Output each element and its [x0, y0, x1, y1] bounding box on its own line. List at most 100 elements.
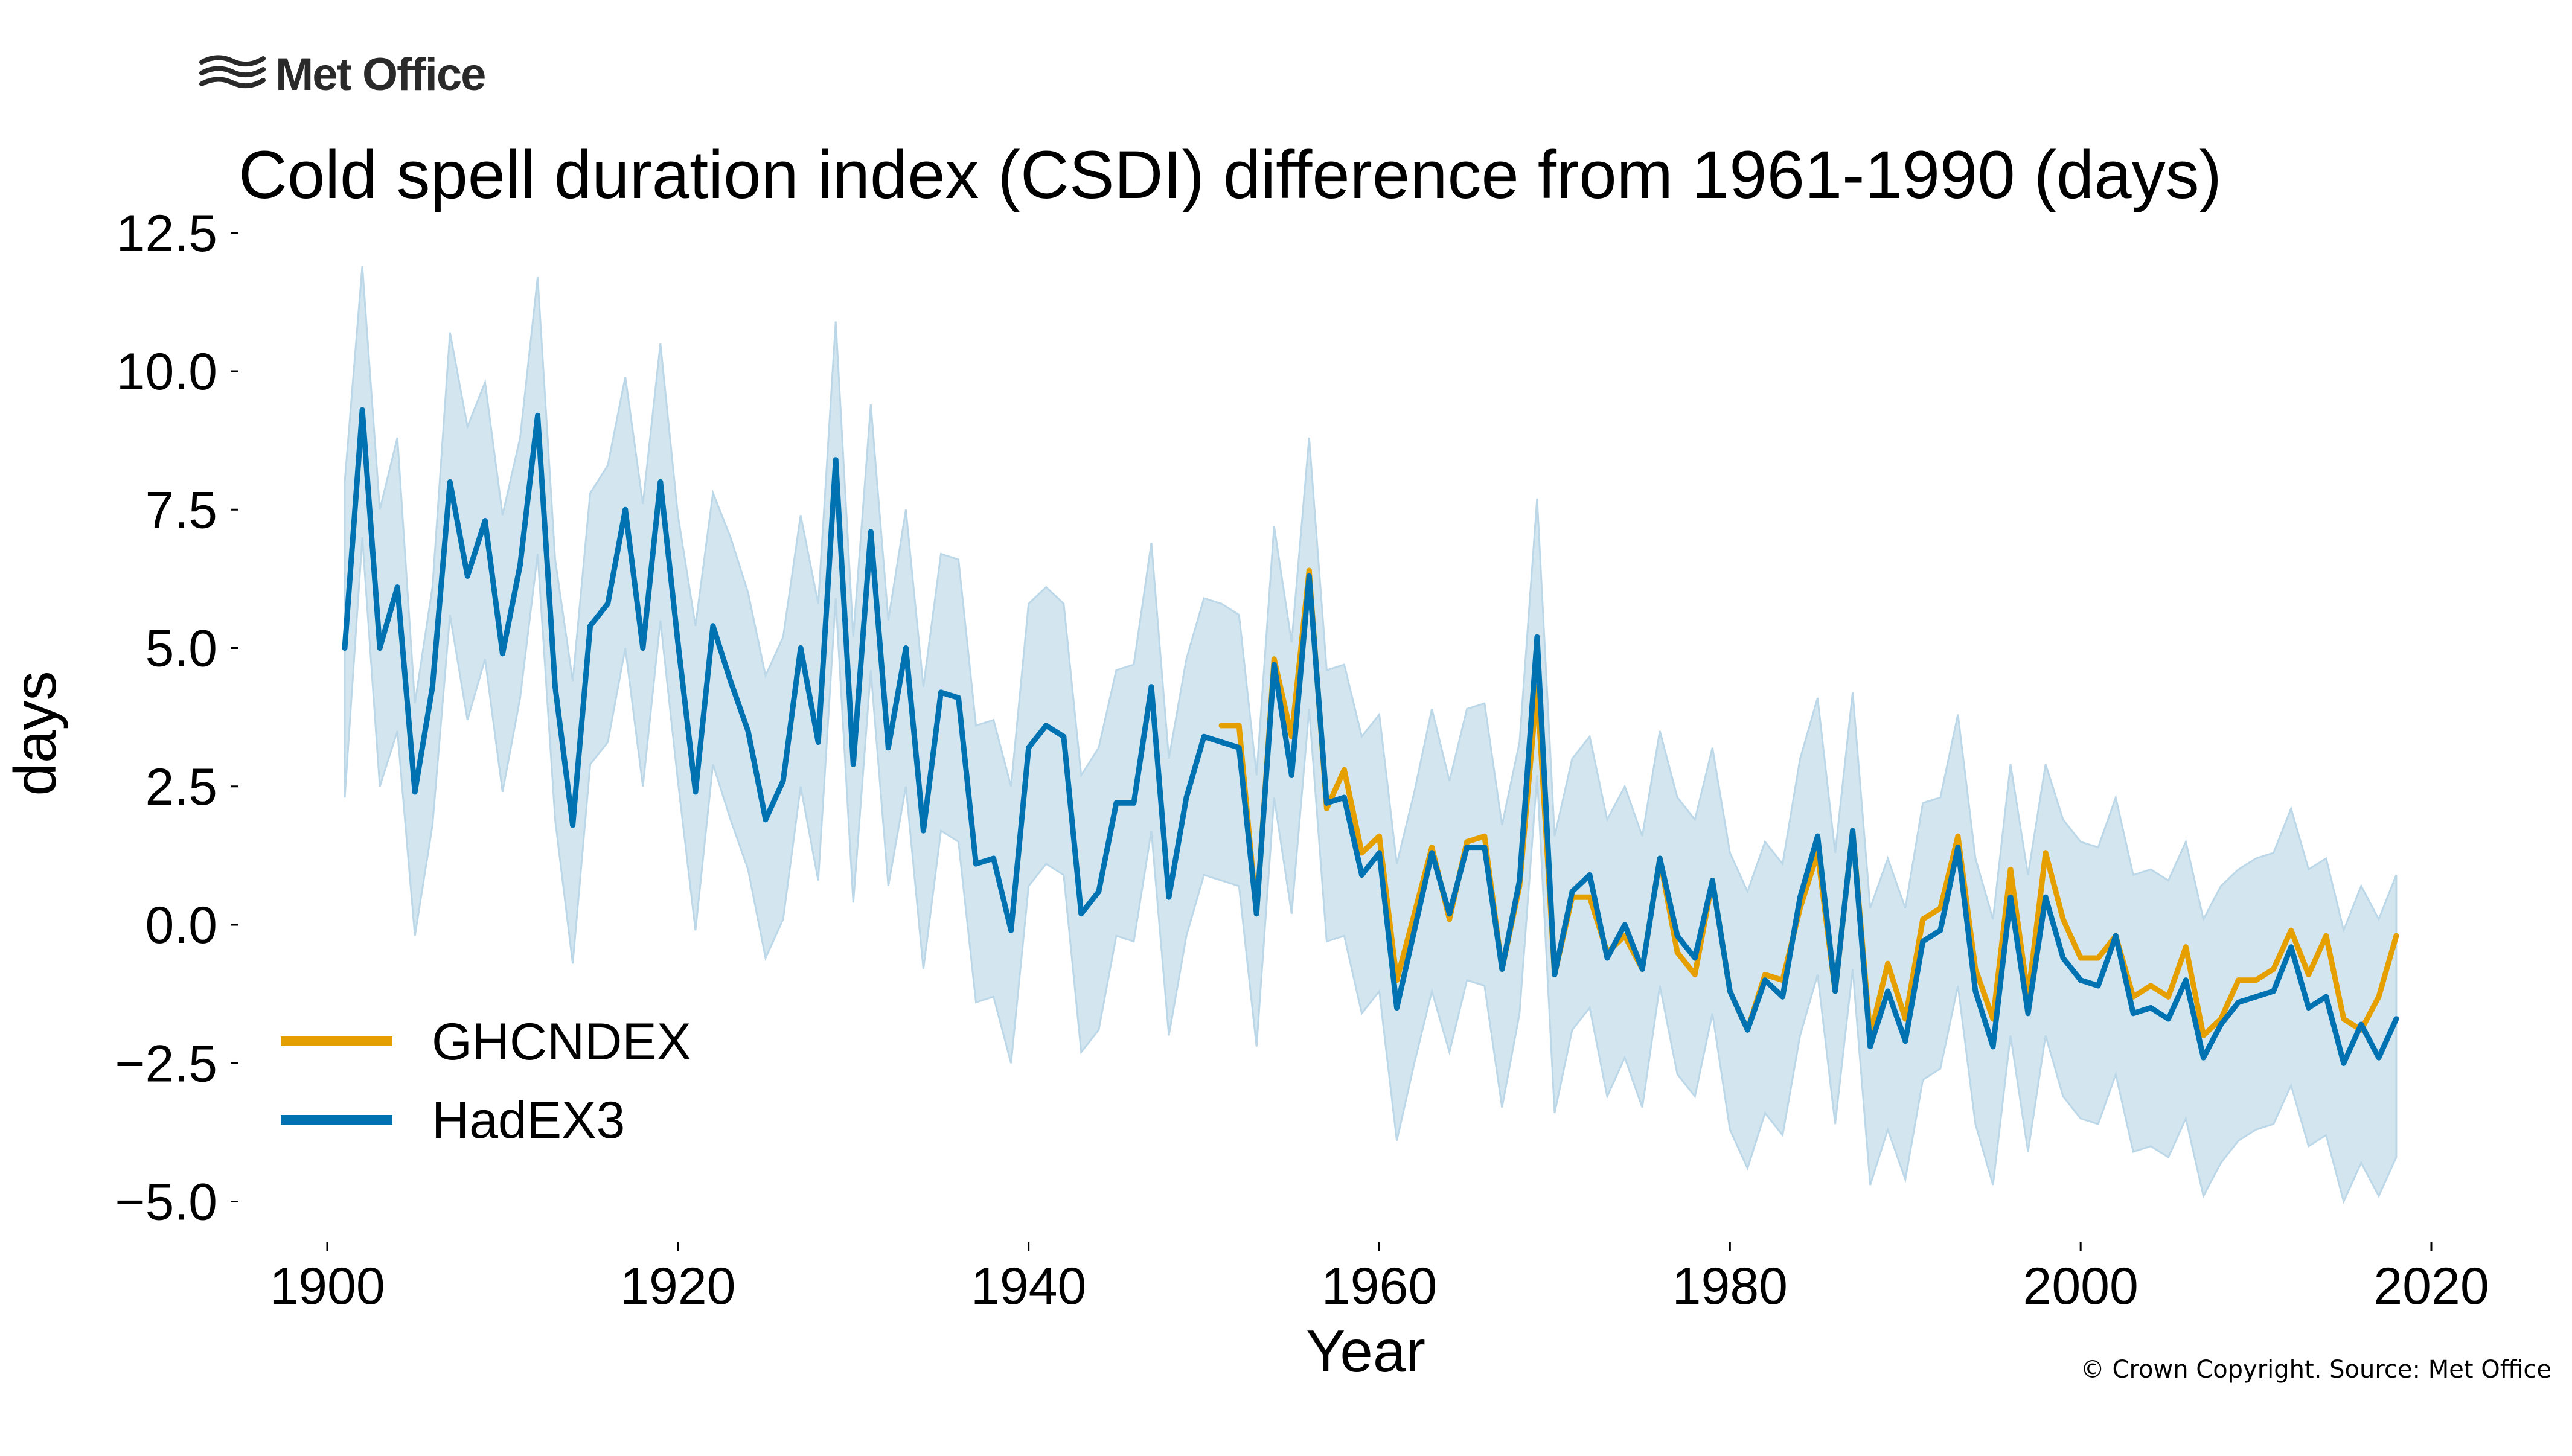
data-point-hadex3: [2078, 977, 2084, 983]
data-point-hadex3: [1639, 966, 1645, 972]
data-point-hadex3: [1359, 872, 1364, 878]
data-point-ghcndex: [2183, 944, 2189, 950]
data-point-hadex3: [1867, 1044, 1873, 1050]
data-point-hadex3: [1394, 1005, 1400, 1011]
data-point-hadex3: [2113, 933, 2119, 939]
data-point-hadex3: [2218, 1021, 2224, 1027]
data-point-hadex3: [1552, 972, 1558, 977]
data-point-ghcndex: [1762, 972, 1768, 977]
data-point-hadex3: [394, 584, 400, 590]
data-point-hadex3: [850, 761, 856, 767]
data-point-hadex3: [2183, 977, 2189, 983]
data-point-hadex3: [605, 601, 611, 607]
data-point-hadex3: [1499, 966, 1505, 972]
data-point-hadex3: [429, 684, 435, 690]
data-point-ghcndex: [2148, 983, 2154, 989]
data-point-hadex3: [2025, 1011, 2031, 1017]
data-point-hadex3: [1288, 772, 1294, 778]
data-point-ghcndex: [2393, 933, 2399, 939]
data-point-hadex3: [1096, 889, 1102, 895]
data-point-ghcndex: [2078, 955, 2084, 961]
data-point-ghcndex: [1937, 905, 1943, 911]
data-point-ghcndex: [2253, 977, 2259, 983]
data-point-hadex3: [1008, 927, 1014, 933]
y-tick-label: 5.0: [145, 620, 217, 678]
x-axis: 1900 1920 1940 1960 1980 2000 2020: [269, 1242, 2489, 1315]
data-point-hadex3: [1832, 988, 1838, 994]
data-point-ghcndex: [2165, 994, 2171, 1000]
data-point-hadex3: [464, 573, 470, 579]
legend-label-hadex3: HadEX3: [432, 1091, 625, 1149]
legend: GHCNDEX HadEX3: [281, 1013, 691, 1149]
data-point-hadex3: [1078, 911, 1084, 917]
data-point-hadex3: [2236, 999, 2241, 1005]
y-tick-label: 0.0: [145, 896, 217, 954]
data-point-hadex3: [2201, 1055, 2206, 1061]
data-point-hadex3: [1657, 855, 1663, 861]
data-point-ghcndex: [1674, 950, 1680, 956]
data-point-hadex3: [1815, 833, 1820, 839]
data-point-hadex3: [1323, 800, 1329, 806]
data-point-hadex3: [693, 789, 699, 795]
data-point-hadex3: [2130, 1011, 2136, 1017]
data-point-hadex3: [1692, 955, 1698, 961]
y-axis: 12.5 10.0 7.5 5.0 2.5 0.0 −2.5 −5.0: [115, 205, 238, 1231]
data-point-hadex3: [2060, 955, 2066, 961]
met-office-logo: Met Office: [199, 48, 486, 101]
data-point-hadex3: [1113, 800, 1119, 806]
x-axis-label: Year: [1306, 1318, 1425, 1384]
data-point-ghcndex: [2007, 866, 2014, 872]
data-point-hadex3: [2253, 994, 2259, 1000]
data-point-hadex3: [1306, 573, 1312, 579]
x-tick-label: 1960: [1322, 1257, 1437, 1315]
data-point-hadex3: [2095, 983, 2101, 989]
data-point-ghcndex: [2236, 977, 2241, 983]
data-point-hadex3: [2306, 1005, 2312, 1011]
series-line-ghcndex: [1218, 567, 2399, 1038]
data-point-hadex3: [728, 679, 734, 684]
series-line-hadex3: [342, 407, 2399, 1066]
data-point-hadex3: [833, 457, 839, 463]
data-point-hadex3: [1201, 733, 1207, 739]
data-point-hadex3: [587, 623, 593, 629]
data-point-hadex3: [1885, 988, 1891, 994]
data-point-hadex3: [657, 479, 664, 485]
plot-area: [342, 266, 2399, 1204]
data-point-hadex3: [2341, 1060, 2347, 1066]
data-point-hadex3: [780, 778, 786, 784]
met-office-waves-icon: [199, 55, 266, 88]
data-point-hadex3: [1412, 927, 1418, 933]
series-hadex3: [342, 407, 2399, 1066]
met-office-wordmark: Met Office: [275, 49, 486, 100]
data-point-ghcndex: [1377, 833, 1382, 839]
x-tick-label: 2020: [2373, 1257, 2489, 1315]
data-point-hadex3: [1622, 922, 1628, 928]
data-point-hadex3: [710, 623, 716, 629]
data-point-ghcndex: [2288, 927, 2294, 933]
data-point-hadex3: [1236, 745, 1242, 751]
data-point-ghcndex: [2323, 933, 2329, 939]
data-point-hadex3: [1341, 794, 1347, 800]
data-point-hadex3: [412, 789, 418, 795]
data-point-hadex3: [1464, 845, 1470, 851]
data-point-hadex3: [1587, 872, 1593, 878]
data-point-ghcndex: [1271, 656, 1277, 662]
data-point-ghcndex: [1236, 723, 1242, 729]
data-point-ghcndex: [2060, 916, 2066, 922]
data-point-hadex3: [1569, 889, 1575, 895]
data-point-hadex3: [798, 645, 804, 651]
x-tick-label: 1940: [971, 1257, 1086, 1315]
data-point-hadex3: [499, 651, 505, 657]
data-point-hadex3: [570, 822, 576, 828]
data-point-hadex3: [2288, 944, 2294, 950]
data-point-hadex3: [517, 562, 523, 568]
data-point-ghcndex: [2376, 994, 2382, 1000]
data-point-hadex3: [1780, 994, 1785, 1000]
data-point-ghcndex: [1359, 850, 1364, 856]
data-point-hadex3: [745, 728, 751, 734]
data-point-hadex3: [535, 412, 540, 418]
data-point-ghcndex: [1341, 767, 1347, 773]
data-point-hadex3: [482, 518, 488, 524]
data-point-hadex3: [1271, 662, 1277, 668]
